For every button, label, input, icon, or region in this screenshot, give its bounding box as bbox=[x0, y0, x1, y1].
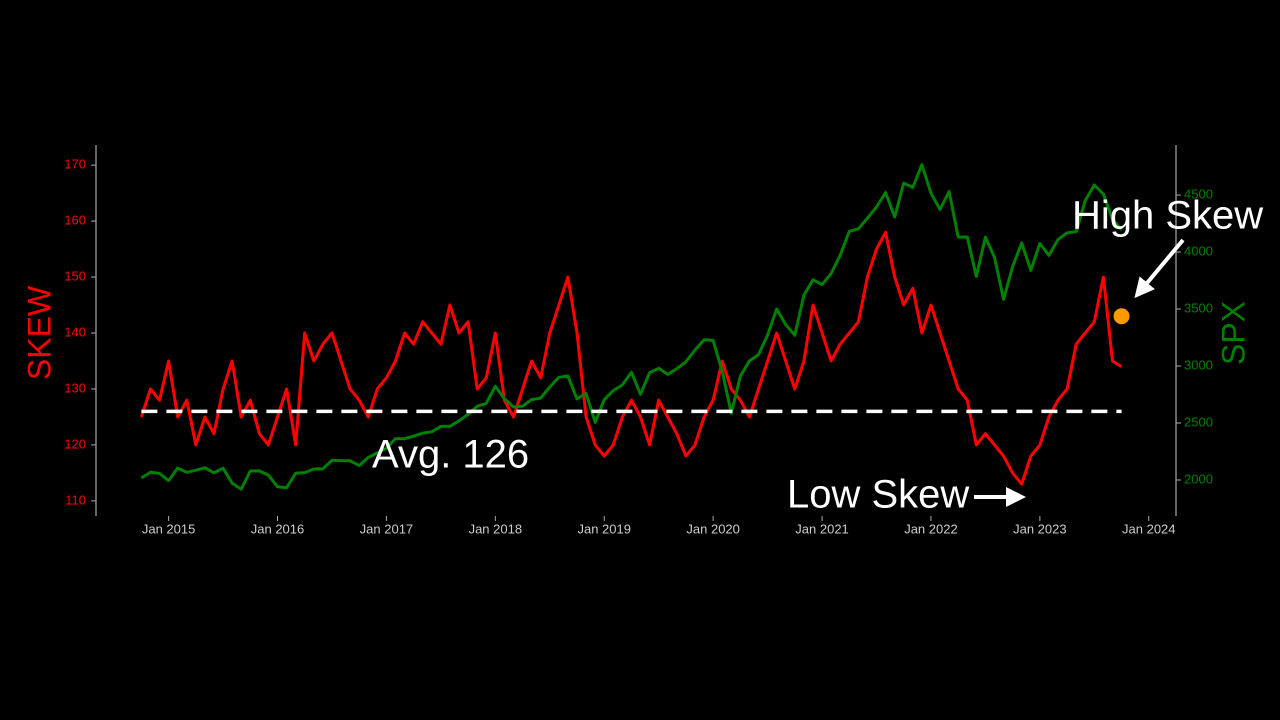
series-line bbox=[139, 230, 1123, 486]
y2-tick-label: 3500 bbox=[1184, 300, 1213, 315]
y-tick-label: 170 bbox=[64, 157, 86, 172]
y-tick-label: 150 bbox=[64, 268, 86, 283]
annotation: High Skew bbox=[1072, 194, 1263, 238]
y-axis-label: SKEW bbox=[21, 285, 57, 380]
y2-tick-label: 3000 bbox=[1184, 357, 1213, 372]
x-tick-label: Jan 2023 bbox=[1013, 521, 1067, 536]
y2-tick-label: 2500 bbox=[1184, 414, 1213, 429]
annotation-arrow bbox=[1134, 238, 1185, 299]
x-tick-label: Jan 2020 bbox=[686, 521, 740, 536]
x-tick-label: Jan 2022 bbox=[904, 521, 958, 536]
series-line bbox=[140, 163, 1123, 491]
x-tick-label: Jan 2018 bbox=[469, 521, 523, 536]
y-tick-label: 110 bbox=[65, 492, 86, 507]
highlight-point bbox=[1113, 308, 1130, 325]
y-tick-label: 130 bbox=[64, 380, 86, 395]
annotation: Avg. 126 bbox=[372, 433, 529, 477]
x-tick-label: Jan 2016 bbox=[251, 521, 305, 536]
y2-axis-label: SPX bbox=[1215, 301, 1251, 365]
x-tick-label: Jan 2015 bbox=[142, 521, 196, 536]
y2-tick-label: 4000 bbox=[1184, 243, 1213, 258]
y-tick-label: 140 bbox=[64, 324, 86, 339]
y-tick-label: 120 bbox=[64, 436, 86, 451]
x-tick-label: Jan 2021 bbox=[795, 521, 849, 536]
y2-tick-label: 2000 bbox=[1184, 471, 1213, 486]
y-tick-label: 160 bbox=[64, 213, 86, 228]
x-tick-label: Jan 2019 bbox=[577, 521, 631, 536]
y2-tick-label: 4500 bbox=[1184, 186, 1213, 201]
annotation: Low Skew bbox=[787, 473, 969, 517]
x-tick-label: Jan 2024 bbox=[1122, 521, 1176, 536]
x-tick-label: Jan 2017 bbox=[360, 521, 414, 536]
